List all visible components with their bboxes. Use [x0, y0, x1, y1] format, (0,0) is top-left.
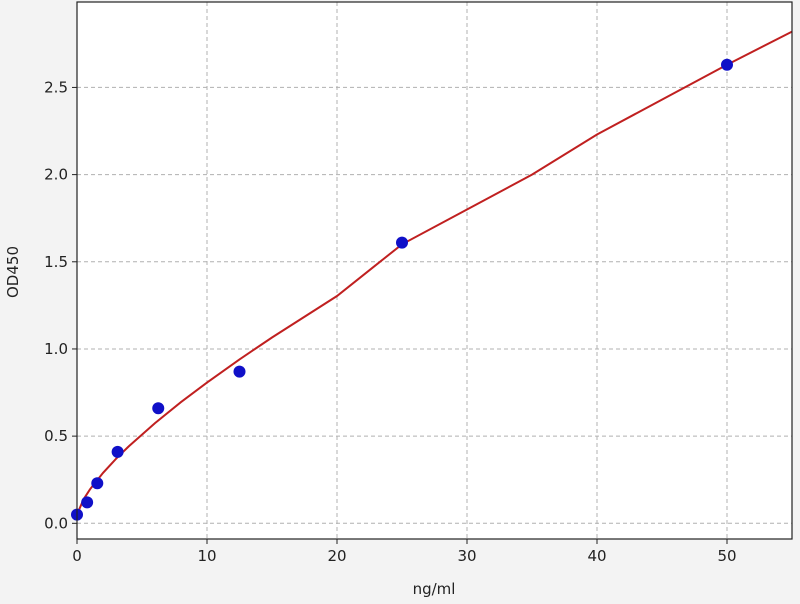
x-tick-label: 20: [327, 547, 346, 565]
x-tick-label: 50: [717, 547, 736, 565]
y-tick-label: 1.0: [44, 340, 68, 358]
x-tick-label: 40: [587, 547, 606, 565]
fit-curve-layer: [76, 30, 793, 515]
y-axis-label: OD450: [4, 246, 22, 298]
data-point: [81, 496, 94, 509]
fit-curve-line: [76, 30, 793, 515]
x-tick-label: 0: [72, 547, 82, 565]
y-tick-label: 1.5: [44, 253, 68, 271]
x-axis-label: ng/ml: [413, 580, 456, 598]
x-tick-label: 10: [197, 547, 216, 565]
plot-area: [77, 2, 792, 539]
data-point: [396, 236, 408, 249]
x-tick-label: 30: [457, 547, 476, 565]
data-point: [233, 365, 246, 378]
ticks: 0 10 20 30 40 50 0.0 0.5 1.0 1.5 2.0 2.5: [44, 78, 736, 565]
data-points: [71, 58, 733, 521]
data-point: [721, 58, 733, 71]
plot-frame: [76, 1, 793, 540]
y-tick-label: 0.5: [44, 427, 68, 445]
y-tick-label: 2.5: [44, 78, 68, 96]
data-point: [111, 445, 124, 458]
y-tick-label: 2.0: [44, 166, 68, 184]
grid: [76, 2, 792, 539]
data-point: [91, 477, 104, 490]
y-tick-label: 0.0: [44, 514, 68, 532]
data-point: [152, 402, 165, 415]
